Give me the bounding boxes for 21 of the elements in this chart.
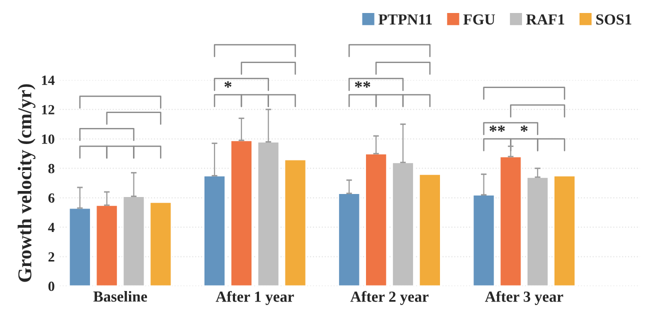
y-tick-label: 0 — [48, 282, 54, 292]
y-tick-label: 4 — [48, 222, 55, 232]
y-tick-label: 6 — [48, 193, 54, 203]
legend-label: PTPN11 — [378, 14, 432, 24]
annotation: * — [520, 125, 528, 132]
y-tick-label: 10 — [42, 134, 54, 144]
y-tick-label: 12 — [42, 105, 54, 114]
annotation: ** — [490, 125, 505, 132]
x-tick-label: Baseline — [93, 290, 148, 302]
annotation: ** — [354, 81, 370, 88]
x-tick-label: After 2 year — [350, 290, 429, 306]
legend-label: RAF1 — [526, 14, 564, 24]
y-axis-title: Growth velocity (cm/yr) — [18, 84, 36, 282]
legend-label: SOS1 — [596, 14, 632, 25]
legend-label: FGU — [463, 14, 495, 25]
y-tick-label: 14 — [42, 76, 55, 85]
x-tick-label: After 1 year — [216, 290, 294, 306]
y-tick-label: 8 — [48, 164, 54, 174]
annotation: * — [224, 81, 232, 88]
y-tick-label: 2 — [48, 252, 54, 262]
x-tick-label: After 3 year — [484, 290, 564, 306]
